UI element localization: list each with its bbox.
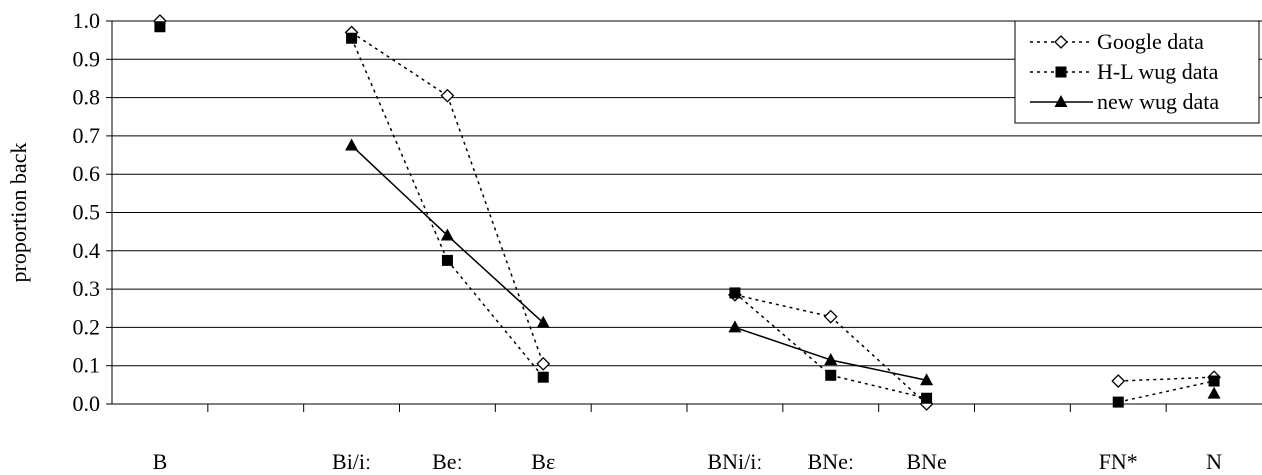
x-axis-ticks: B Bi/iː Beː Bɛ BNi/iː BNeː BNe FN* N — [153, 404, 1222, 474]
data-point — [536, 356, 551, 371]
x-tick-label: BNeː — [808, 449, 854, 474]
x-tick-label: BNe — [906, 449, 946, 474]
series-line-segment — [350, 37, 449, 261]
data-point — [1208, 375, 1220, 387]
x-tick-label: Bi/iː — [332, 449, 371, 474]
series-layer — [152, 14, 1222, 411]
series-line-segment — [351, 31, 448, 97]
data-point — [154, 21, 166, 33]
data-point — [537, 371, 549, 383]
y-tick-label: 0.8 — [73, 85, 101, 110]
series-line-segment — [446, 259, 544, 378]
data-point — [920, 373, 934, 386]
y-tick-label: 0.5 — [73, 200, 101, 225]
x-tick-label: Beː — [432, 449, 463, 474]
data-point — [729, 287, 741, 299]
data-point — [1111, 374, 1126, 388]
y-axis-ticks: 0.0 0.1 0.2 0.3 0.4 0.5 0.6 0.7 0.8 0.9 1.0 — [73, 8, 112, 416]
legend-label: Google data — [1097, 29, 1204, 54]
legend-marker — [1054, 35, 1068, 49]
series-new-wug-data — [345, 138, 1221, 399]
data-point — [1207, 386, 1221, 399]
series-line-segment — [734, 326, 831, 361]
series-line-segment — [446, 234, 544, 324]
series-line-segment — [734, 292, 832, 376]
x-tick-label: Bɛ — [531, 449, 555, 474]
data-point — [440, 228, 454, 241]
data-point — [728, 320, 742, 333]
y-tick-label: 1.0 — [73, 8, 101, 33]
y-tick-label: 0.2 — [73, 314, 101, 339]
data-point — [921, 392, 933, 404]
data-point — [1112, 396, 1124, 408]
series-line-segment — [1118, 376, 1215, 382]
series-line-segment — [446, 95, 544, 365]
series-line-segment — [830, 359, 927, 381]
y-tick-label: 0.6 — [73, 161, 101, 186]
x-tick-label: BNi/iː — [707, 449, 762, 474]
series-line-segment — [734, 294, 831, 318]
data-point — [440, 88, 455, 103]
data-point — [345, 138, 359, 151]
legend-label: new wug data — [1097, 89, 1219, 114]
data-point — [823, 309, 838, 324]
data-point — [824, 352, 838, 365]
data-point — [825, 369, 837, 381]
legend-marker — [1055, 66, 1067, 78]
series-line-segment — [1118, 380, 1215, 403]
x-tick-label: N — [1206, 449, 1222, 474]
legend: Google data H-L wug data new wug data — [1014, 20, 1260, 124]
series-line-segment — [351, 144, 448, 237]
y-tick-label: 0.7 — [73, 123, 101, 148]
y-tick-label: 0.0 — [73, 391, 101, 416]
x-tick-label: B — [153, 449, 168, 474]
y-axis-label: proportion back — [6, 143, 31, 283]
legend-marker — [1054, 95, 1068, 107]
data-point — [346, 32, 358, 44]
series-line-segment — [830, 316, 928, 405]
legend-label: H-L wug data — [1097, 59, 1219, 84]
y-tick-label: 0.9 — [73, 46, 101, 71]
y-tick-label: 0.1 — [73, 353, 101, 378]
series-line-segment — [830, 374, 927, 399]
data-point — [441, 254, 453, 266]
y-tick-label: 0.3 — [73, 276, 101, 301]
data-point — [536, 315, 550, 328]
x-tick-label: FN* — [1099, 449, 1138, 474]
y-tick-label: 0.4 — [73, 238, 101, 263]
series-h-l-wug-data — [154, 21, 1220, 408]
